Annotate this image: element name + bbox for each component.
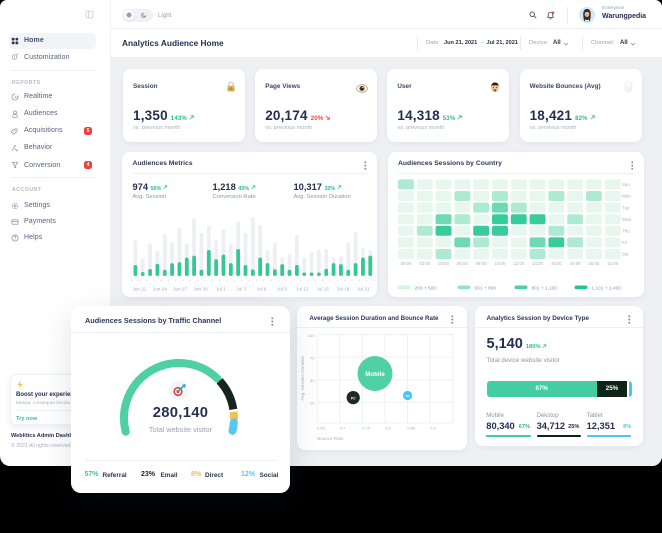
svg-text:14:00: 14:00 [532,261,543,266]
svg-text:Jul 15: Jul 15 [316,287,329,292]
svg-text:801 + 1,100: 801 + 1,100 [531,286,557,292]
svg-text:Sun: Sun [622,182,630,187]
svg-text:Fri: Fri [622,240,627,245]
svg-text:Jun 30: Jun 30 [194,287,208,292]
svg-text:10:00: 10:00 [494,261,505,266]
svg-text:0.75: 0.75 [363,425,372,430]
svg-text:Jul 1: Jul 1 [216,287,226,292]
svg-text:501 + 800: 501 + 800 [474,286,496,292]
svg-text:Jul 6: Jul 6 [257,287,267,292]
svg-text:PC: PC [351,396,356,400]
svg-text:Sat: Sat [622,252,629,257]
svg-text:Jul 18: Jul 18 [337,287,350,292]
svg-text:Jul 21: Jul 21 [357,287,370,292]
svg-text:Mobile: Mobile [366,371,386,378]
svg-text:0.65: 0.65 [317,425,326,430]
svg-text:22:00: 22:00 [607,261,618,266]
svg-text:1,101 + 1,400: 1,101 + 1,400 [591,286,621,292]
svg-text:Jul 9: Jul 9 [277,287,287,292]
svg-text:04:00: 04:00 [438,261,449,266]
svg-text:0.8: 0.8 [385,425,391,430]
svg-text:Jun 27: Jun 27 [173,287,187,292]
svg-text:12:00: 12:00 [513,261,524,266]
svg-text:Jun 21: Jun 21 [132,287,146,292]
svg-text:200 + 500: 200 + 500 [414,286,436,292]
svg-text:Jul 3: Jul 3 [236,287,246,292]
svg-text:Jul 12: Jul 12 [296,287,309,292]
svg-text:Tab: Tab [406,394,411,398]
svg-text:0.9: 0.9 [430,425,436,430]
svg-text:0.85: 0.85 [408,425,417,430]
svg-text:02:00: 02:00 [419,261,430,266]
svg-text:16:00: 16:00 [550,261,561,266]
svg-text:50: 50 [310,378,315,383]
svg-text:Tue: Tue [622,205,630,210]
svg-text:00:00: 00:00 [400,261,411,266]
svg-text:25: 25 [310,401,315,406]
svg-text:Avg. Session Duration: Avg. Session Duration [300,355,305,401]
svg-text:Thu: Thu [622,229,630,234]
svg-text:0.7: 0.7 [340,425,346,430]
svg-text:06:00: 06:00 [456,261,467,266]
svg-text:18:00: 18:00 [569,261,580,266]
svg-text:Bounce Rate: Bounce Rate [317,436,344,441]
svg-text:20:00: 20:00 [588,261,599,266]
svg-text:Wed: Wed [622,217,632,222]
svg-text:Mon: Mon [622,194,631,199]
svg-text:08:00: 08:00 [475,261,486,266]
svg-text:Jun 24: Jun 24 [153,287,167,292]
svg-text:75: 75 [310,355,315,360]
svg-text:100: 100 [308,333,315,338]
